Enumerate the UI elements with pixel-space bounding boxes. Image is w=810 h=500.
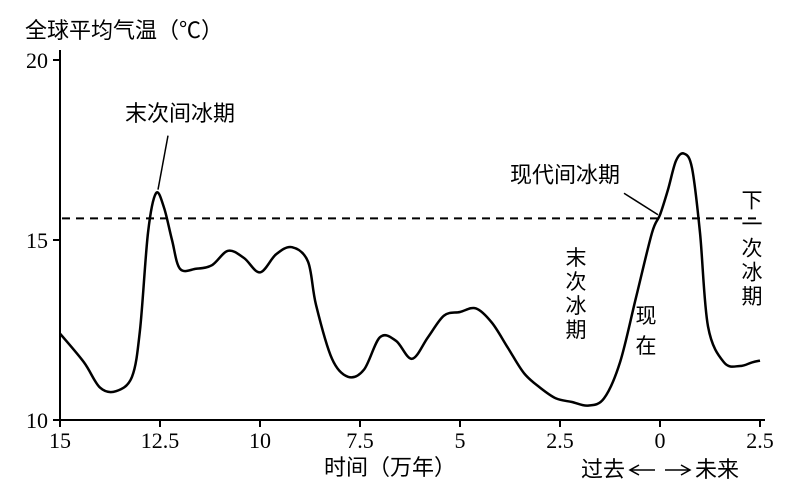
svg-text:次: 次 (566, 270, 587, 294)
label-last-glacial: 末次冰期 (566, 246, 587, 342)
svg-text:5: 5 (455, 428, 466, 453)
svg-text:末: 末 (566, 246, 587, 270)
y-axis-ticks: 10 15 20 (26, 48, 60, 433)
arrow-past-icon (630, 465, 655, 475)
svg-text:0: 0 (655, 428, 666, 453)
label-modern-interglacial: 现代间冰期 (510, 162, 620, 187)
svg-text:期: 期 (742, 285, 763, 309)
svg-text:2.5: 2.5 (746, 428, 774, 453)
svg-text:20: 20 (26, 48, 48, 73)
svg-text:期: 期 (566, 318, 587, 342)
pointer-modern-interglacial (624, 193, 658, 215)
svg-text:15: 15 (49, 428, 71, 453)
svg-text:12.5: 12.5 (141, 428, 180, 453)
label-next-glacial: 下一次冰期 (742, 189, 763, 309)
label-past: 过去 (581, 457, 625, 482)
svg-text:10: 10 (249, 428, 271, 453)
temperature-curve (60, 153, 760, 405)
svg-text:一: 一 (742, 213, 763, 237)
x-axis-ticks: 15 12.5 10 7.5 5 2.5 0 2.5 (49, 420, 774, 453)
label-present: 现在 (636, 304, 657, 358)
pointer-last-interglacial (158, 136, 168, 190)
svg-text:7.5: 7.5 (346, 428, 374, 453)
svg-text:2.5: 2.5 (546, 428, 574, 453)
label-future: 未来 (695, 457, 739, 482)
svg-text:冰: 冰 (566, 294, 587, 318)
svg-text:现: 现 (636, 304, 657, 328)
svg-text:次: 次 (742, 237, 763, 261)
svg-text:在: 在 (636, 334, 657, 358)
svg-text:下: 下 (742, 189, 763, 213)
x-axis-title: 时间（万年） (324, 455, 456, 480)
svg-text:冰: 冰 (742, 261, 763, 285)
svg-text:15: 15 (26, 228, 48, 253)
arrow-future-icon (665, 465, 690, 475)
y-axis-title: 全球平均气温（℃） (25, 18, 223, 43)
label-last-interglacial: 末次间冰期 (125, 101, 235, 126)
temperature-chart: 101520 1512.5107.552.502.5 全球平均气温（℃） 时间（… (0, 0, 810, 500)
svg-text:10: 10 (26, 408, 48, 433)
